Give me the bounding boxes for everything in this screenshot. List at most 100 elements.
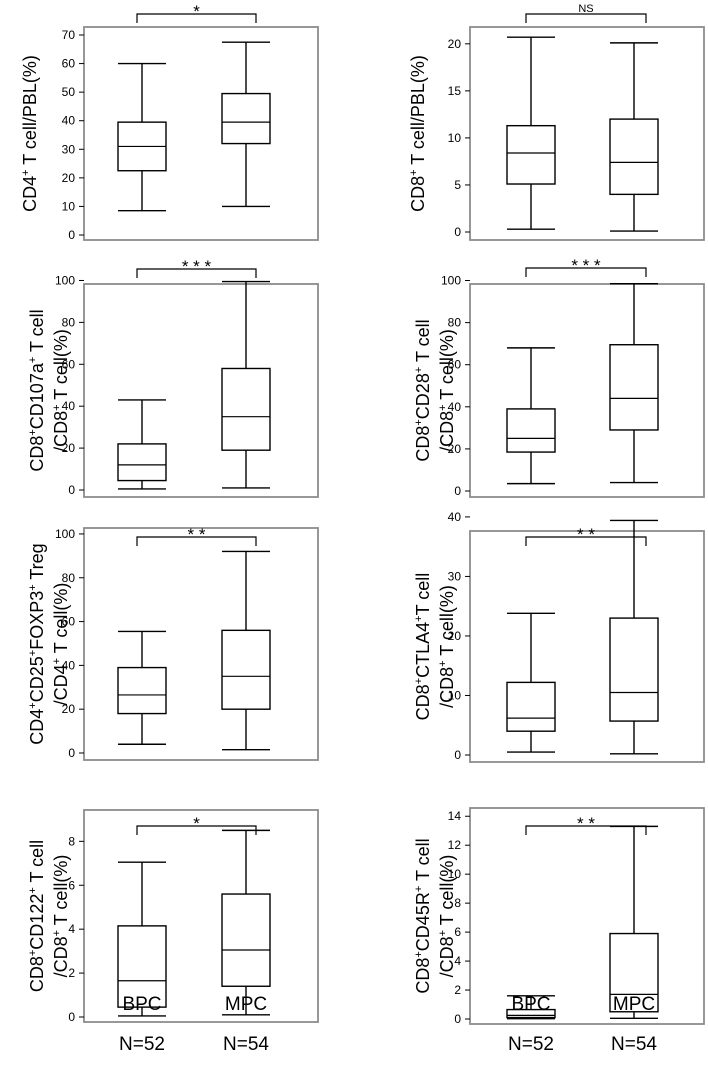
panel-3-y-axis-label-segment: CD107a	[27, 362, 47, 429]
panel-6-ytick-label: 20	[448, 629, 462, 643]
panel-5-y-axis-label-segment: CD25	[27, 656, 47, 702]
panel-6-y-axis-label-segment: +	[413, 615, 425, 621]
panel-3-y-axis-label-line: /CD8	[51, 411, 71, 452]
panel-5-y-axis-label-segment: +	[27, 702, 39, 708]
panel-5-box-bpc-iqr-box	[117, 666, 167, 715]
n-count-mpc-left: N=54	[223, 1034, 269, 1055]
panel-1-ytick-label: 20	[62, 171, 76, 185]
x-label-mpc-left: MPC	[224, 994, 268, 1015]
panel-7-ytick-label: 8	[68, 834, 75, 848]
panel-4-y-axis-label: CD8+CD28+ T cell/CD8+ T cell(%)	[413, 319, 457, 461]
panel-7-ytick-label: 0	[68, 1010, 75, 1024]
panel-1-ytick-label: 70	[62, 28, 76, 42]
panel-8-y-axis-label-line: CD8	[413, 958, 433, 994]
panel-8-ytick-label: 6	[454, 925, 461, 939]
panel-3-frame	[83, 283, 319, 498]
panel-5-y-axis-label-line: /CD4	[51, 664, 71, 705]
panel-4-box-bpc-iqr-box	[506, 408, 556, 453]
panel-5-frame	[83, 527, 319, 761]
panel-4-y-axis-label-segment: CD28	[413, 373, 433, 419]
panel-5-y-axis-label-segment: Treg	[27, 543, 47, 584]
panel-3-ytick-label: 0	[68, 483, 75, 497]
panel-8-y-axis-label-segment: CD45R	[413, 892, 433, 951]
panel-7-frame	[83, 809, 319, 1023]
panel-6-y-axis-label-segment: +	[437, 660, 449, 666]
panel-2-frame	[469, 26, 705, 241]
panel-5-ytick-label: 100	[55, 527, 75, 541]
panel-1-y-axis-label-line: CD4	[20, 176, 40, 212]
panel-8-ytick-label: 8	[454, 896, 461, 910]
panel-3-box-bpc-iqr-box	[117, 443, 167, 482]
panel-5-ytick-label: 80	[62, 571, 76, 585]
panel-7-y-axis-label: CD8+CD122+ T cell/CD8+ T cell(%)	[27, 840, 71, 992]
panel-2-y-axis-label-line: CD8	[408, 176, 428, 212]
panel-8-y-axis-label-segment: +	[413, 886, 425, 892]
panel-7-y-axis-label-line: /CD8	[51, 936, 71, 977]
n-count-bpc-right: N=52	[508, 1034, 554, 1055]
panel-1-box-mpc-iqr-box	[221, 92, 271, 145]
panel-7-significance-bracket	[136, 825, 257, 835]
panel-4-y-axis-label-segment: +	[413, 419, 425, 425]
panel-1-ytick-label: 0	[68, 228, 75, 242]
panel-5-y-axis-label-segment: +	[27, 650, 39, 656]
panel-2-y-axis-label-segment: T cell/PBL(%)	[408, 55, 428, 169]
panel-5-box-mpc-iqr-box	[221, 629, 271, 710]
x-label-bpc-left: BPC	[122, 994, 162, 1015]
panel-6-y-axis-label-segment: T cell(%)	[437, 585, 457, 660]
panel-6-box-bpc-iqr-box	[506, 681, 556, 732]
panel-3-y-axis-label: CD8+CD107a+ T cell/CD8+ T cell(%)	[27, 309, 71, 471]
panel-3-y-axis-label-segment: +	[27, 429, 39, 435]
panel-4-y-axis-label-line: CD8	[413, 426, 433, 462]
panel-8-ytick-label: 14	[448, 809, 462, 823]
panel-8-frame	[469, 807, 705, 1025]
panel-8-box-bpc-iqr-box	[506, 1008, 556, 1019]
panel-3-significance-bracket	[136, 268, 257, 278]
panel-1-y-axis-label-segment: +	[20, 169, 32, 175]
panel-6-y-axis-label: CD8+CTLA4+T cell/CD8+ T cell(%)	[413, 573, 457, 721]
panel-5-y-axis-label: CD4+CD25+FOXP3+ Treg/CD4+ T cell(%)	[27, 543, 71, 744]
panel-1-ytick-label: 60	[62, 57, 76, 71]
panel-5-y-axis-label-segment: FOXP3	[27, 591, 47, 650]
panel-7-significance-label: *	[193, 814, 200, 833]
panel-7-ytick-label: 6	[68, 878, 75, 892]
panel-6-ytick-label: 30	[448, 569, 462, 583]
panel-4-ytick-label: 0	[454, 484, 461, 498]
panel-7-y-axis-label-segment: +	[27, 887, 39, 893]
panel-3-significance-label: * * *	[182, 257, 212, 276]
panel-3-ytick-label: 80	[62, 315, 76, 329]
panel-8-box-mpc-iqr-box	[609, 932, 659, 1013]
panel-8-ytick-label: 12	[448, 838, 462, 852]
panel-6-y-axis-label-segment: CTLA4	[413, 622, 433, 678]
panel-3-y-axis-label-segment: +	[27, 357, 39, 363]
panel-5-y-axis-label-segment: +	[27, 584, 39, 590]
panel-5-y-axis-label-line: CD4	[27, 709, 47, 745]
panel-5-ytick-label: 0	[68, 746, 75, 760]
panel-3-y-axis-label-segment: T cell(%)	[51, 329, 71, 404]
panel-8-ytick-label: 10	[448, 867, 462, 881]
panel-1-ytick-label: 50	[62, 85, 76, 99]
panel-6-y-axis-label-segment: T cell	[413, 573, 433, 616]
panel-8-y-axis-label-segment: +	[413, 951, 425, 957]
panel-6-y-axis-label-line: /CD8	[437, 667, 457, 708]
panel-1-y-axis-label-segment: T cell/PBL(%)	[20, 55, 40, 169]
panel-4-significance-label: * * *	[571, 256, 601, 275]
panel-1-ytick-label: 40	[62, 114, 76, 128]
panel-7-y-axis-label-segment: CD122	[27, 894, 47, 950]
panel-2-y-axis-label: CD8+ T cell/PBL(%)	[408, 55, 428, 212]
panel-4-y-axis-label-segment: T cell(%)	[437, 329, 457, 404]
panel-6-y-axis-label-line: CD8	[413, 684, 433, 720]
panel-3-ytick-label: 20	[62, 441, 76, 455]
panel-4-ytick-label: 80	[448, 316, 462, 330]
x-label-bpc-right: BPC	[511, 994, 551, 1015]
panel-8-y-axis-label-segment: T cell(%)	[437, 855, 457, 930]
panel-8-ytick-label: 0	[454, 1012, 461, 1026]
panel-6-y-axis-label-segment: +	[413, 678, 425, 684]
panel-5-significance-bracket	[136, 536, 257, 546]
panel-7-y-axis-label-segment: +	[51, 930, 63, 936]
panel-2-ytick-label: 0	[454, 225, 461, 239]
panel-7-y-axis-label-segment: T cell	[27, 840, 47, 887]
panel-7-y-axis-label-segment: +	[27, 950, 39, 956]
panel-7-ytick-label: 4	[68, 922, 75, 936]
panel-4-y-axis-label-segment: T cell	[413, 319, 433, 366]
x-label-mpc-right: MPC	[612, 994, 656, 1015]
